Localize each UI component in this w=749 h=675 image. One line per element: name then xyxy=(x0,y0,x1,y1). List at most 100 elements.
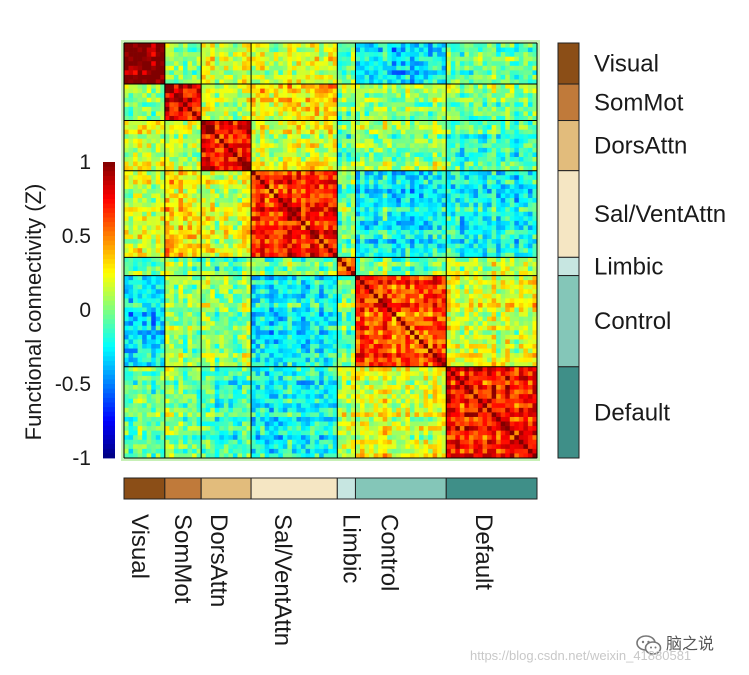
matrix-cell xyxy=(183,102,188,108)
matrix-cell xyxy=(355,257,361,263)
matrix-cell xyxy=(260,161,266,167)
matrix-cell xyxy=(387,175,393,181)
matrix-cell xyxy=(223,129,229,135)
matrix-cell xyxy=(137,243,143,249)
matrix-cell xyxy=(419,43,424,48)
matrix-cell xyxy=(237,248,243,254)
matrix-cell xyxy=(514,179,520,185)
matrix-cell xyxy=(332,175,338,181)
matrix-cell xyxy=(160,257,166,263)
matrix-cell xyxy=(414,225,420,231)
matrix-cell xyxy=(164,261,170,267)
matrix-cell xyxy=(496,74,502,80)
matrix-cell xyxy=(278,202,284,208)
matrix-cell xyxy=(260,271,266,276)
matrix-cell xyxy=(473,239,479,245)
matrix-cell xyxy=(246,289,252,295)
matrix-cell xyxy=(223,70,229,76)
matrix-cell xyxy=(364,134,370,140)
matrix-cell xyxy=(128,157,134,162)
matrix-cell xyxy=(160,84,166,89)
matrix-cell xyxy=(473,234,479,240)
matrix-cell xyxy=(192,289,197,295)
matrix-cell xyxy=(518,193,524,199)
matrix-cell xyxy=(459,252,465,258)
matrix-cell xyxy=(355,239,361,245)
matrix-cell xyxy=(246,61,252,67)
matrix-cell xyxy=(473,184,479,190)
matrix-cell xyxy=(468,52,474,58)
matrix-cell xyxy=(264,102,270,108)
matrix-cell xyxy=(355,47,361,53)
matrix-cell xyxy=(346,280,352,286)
matrix-cell xyxy=(237,193,243,199)
matrix-cell xyxy=(505,248,511,254)
matrix-cell xyxy=(355,61,361,67)
matrix-cell xyxy=(532,125,538,130)
matrix-cell xyxy=(287,234,293,240)
matrix-cell xyxy=(450,193,456,199)
matrix-cell xyxy=(133,252,138,258)
matrix-cell xyxy=(328,271,334,276)
matrix-cell xyxy=(437,152,443,158)
matrix-cell xyxy=(310,125,315,130)
matrix-cell xyxy=(428,79,433,85)
matrix-cell xyxy=(441,202,447,208)
matrix-cell xyxy=(487,275,492,281)
matrix-cell xyxy=(251,70,256,76)
matrix-cell xyxy=(219,161,225,167)
matrix-cell xyxy=(432,88,438,94)
matrix-cell xyxy=(192,157,197,162)
matrix-cell xyxy=(468,207,474,213)
matrix-cell xyxy=(360,93,365,99)
matrix-cell xyxy=(269,97,275,103)
matrix-cell xyxy=(482,220,488,226)
matrix-cell xyxy=(232,166,238,172)
matrix-cell xyxy=(319,220,325,226)
matrix-cell xyxy=(441,198,447,203)
matrix-cell xyxy=(360,275,365,281)
matrix-cell xyxy=(237,184,243,190)
matrix-cell xyxy=(482,161,488,167)
matrix-cell xyxy=(360,43,365,48)
matrix-cell xyxy=(350,138,356,144)
matrix-cell xyxy=(328,134,334,140)
matrix-cell xyxy=(146,175,152,181)
matrix-cell xyxy=(305,175,311,181)
matrix-cell xyxy=(459,52,465,58)
matrix-cell xyxy=(423,152,429,158)
matrix-cell xyxy=(400,280,406,286)
matrix-cell xyxy=(173,166,179,172)
matrix-cell xyxy=(378,147,384,153)
matrix-cell xyxy=(527,243,533,249)
matrix-cell xyxy=(500,175,506,181)
matrix-cell xyxy=(146,106,152,112)
matrix-cell xyxy=(210,74,216,80)
matrix-cell xyxy=(232,84,238,89)
matrix-cell xyxy=(287,289,293,295)
matrix-cell xyxy=(473,65,479,71)
matrix-cell xyxy=(373,125,379,130)
matrix-cell xyxy=(232,252,238,258)
matrix-cell xyxy=(142,47,148,53)
matrix-cell xyxy=(405,61,411,67)
matrix-cell xyxy=(228,248,234,254)
matrix-cell xyxy=(291,170,297,176)
matrix-cell xyxy=(183,52,188,58)
matrix-cell xyxy=(133,207,138,213)
matrix-cell xyxy=(478,147,483,153)
matrix-cell xyxy=(273,79,279,85)
matrix-cell xyxy=(242,220,247,226)
matrix-cell xyxy=(164,115,170,121)
matrix-cell xyxy=(164,239,170,245)
matrix-cell xyxy=(169,216,175,222)
matrix-cell xyxy=(242,65,247,71)
matrix-cell xyxy=(437,61,443,67)
matrix-cell xyxy=(378,61,384,67)
matrix-cell xyxy=(478,257,483,263)
matrix-cell xyxy=(496,111,502,117)
matrix-cell xyxy=(382,170,388,176)
matrix-cell xyxy=(378,271,384,276)
matrix-cell xyxy=(419,152,424,158)
matrix-cell xyxy=(301,79,306,85)
